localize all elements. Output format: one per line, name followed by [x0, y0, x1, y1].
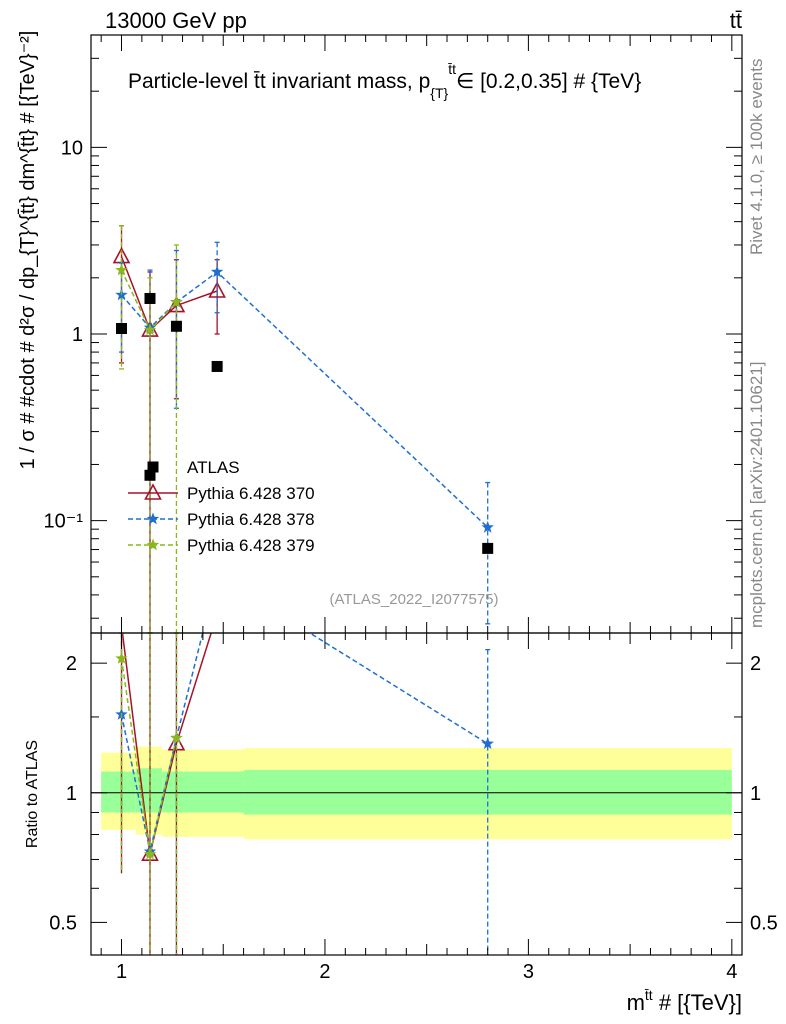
atlas-point [116, 323, 128, 335]
legend-label: Pythia 6.428 378 [187, 510, 315, 529]
mc2-ratio-point [211, 569, 223, 581]
y-tick-label: 10 [61, 137, 83, 159]
legend-marker [144, 483, 162, 500]
mc1-point [208, 281, 226, 298]
y-tick-label: 10⁻¹ [44, 511, 84, 533]
legend-marker [147, 461, 159, 473]
mc3-point [170, 295, 183, 308]
mc1-ratio-point [210, 606, 225, 620]
ratio-y-tick-label: 2 [66, 653, 77, 675]
ratio-y-tick-label: 1 [66, 783, 77, 805]
legend: ATLAS Pythia 6.428 370 Pythia 6.428 378 Pyt… [128, 458, 315, 555]
x-tick-label: 3 [523, 961, 534, 983]
legend-marker [146, 512, 160, 525]
legend-label: Pythia 6.428 379 [187, 536, 315, 555]
energy-label: 13000 GeV pp [105, 8, 247, 33]
ratio-inner-band [243, 769, 732, 815]
ratio-y-tick-label-right: 1 [750, 783, 761, 805]
ratio-y-axis-label: Ratio to ATLAS [24, 740, 41, 848]
mc1-ratio-line [121, 633, 212, 855]
y-tick-label: 1 [72, 324, 83, 346]
mc3-ratio-point [170, 731, 183, 744]
legend-label: Pythia 6.428 370 [187, 484, 315, 503]
rivet-label: Rivet 4.1.0, ≥ 100k events [747, 59, 766, 255]
ratio-y-tick-label-right: 2 [750, 653, 761, 675]
atlas-point [144, 469, 156, 481]
ratio-plot: 1 2 3 4 0.5 0.5 1 1 2 2 [49, 569, 778, 983]
analysis-watermark: (ATLAS_2022_I2077575) [329, 591, 498, 608]
mc2-ratio-point [481, 737, 494, 749]
plot-title: Particle-level t̄t invariant mass, p{T}t… [128, 61, 641, 101]
mcplots-label: mcplots.cern.ch [arXiv:2401.10621] [747, 362, 766, 628]
ratio-inner-band [101, 771, 136, 813]
x-tick-label: 1 [116, 961, 127, 983]
mc3-point [115, 263, 128, 276]
mc3-ratio-point [143, 847, 157, 860]
mc1-line [120, 256, 218, 332]
ratio-y-tick-label: 0.5 [49, 912, 77, 934]
atlas-point [211, 360, 223, 372]
ratio-plot-frame [90, 632, 743, 956]
main-plot: 10⁻¹ 1 10 [44, 34, 743, 634]
x-tick-label: 2 [319, 961, 330, 983]
mc3-point [143, 323, 157, 336]
x-tick-label: 4 [726, 961, 737, 983]
legend-label: ATLAS [187, 458, 240, 477]
mc2-point [210, 265, 224, 278]
atlas-point [482, 542, 494, 554]
legend-marker [146, 538, 160, 551]
atlas-point [170, 320, 182, 332]
process-label: tt̄ [730, 8, 742, 33]
atlas-point [144, 292, 156, 304]
ratio-y-tick-label-right: 0.5 [750, 912, 778, 934]
mc3-ratio-line [120, 658, 178, 855]
mc2-point [481, 520, 494, 533]
x-axis-label: mt̄t # [{TeV}] [627, 987, 742, 1015]
y-axis-label: 1 / σ # #cdot # d²σ / dp_{T}^{t̄t} dm^{t… [17, 31, 39, 470]
ratio-inner-band [162, 771, 244, 813]
mc3-ratio-point [115, 652, 128, 664]
